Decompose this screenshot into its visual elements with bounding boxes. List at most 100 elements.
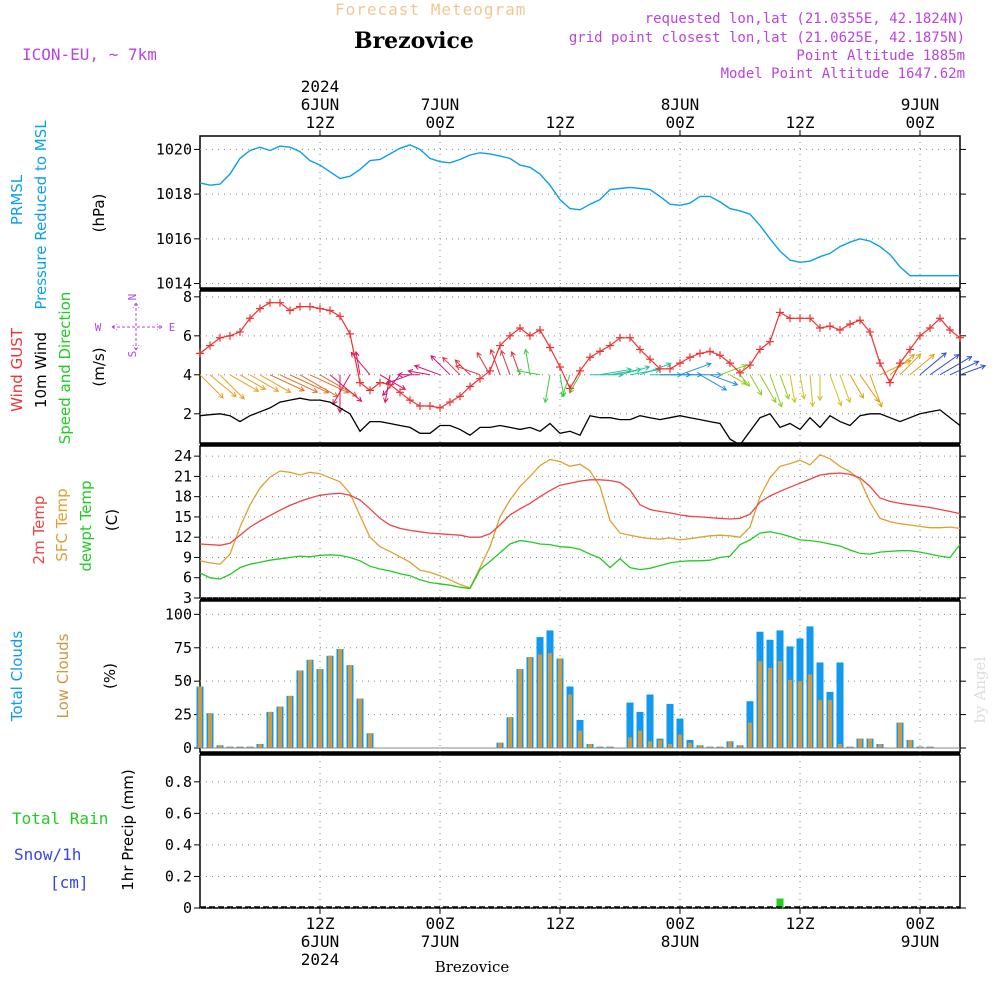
low-cloud-bar <box>278 706 282 748</box>
wind-vector-head <box>744 381 751 387</box>
y-tick-label: 6 <box>183 569 192 587</box>
wind-gust-point <box>796 314 804 323</box>
low-cloud-bar <box>728 741 732 748</box>
total-cloud-bar <box>636 711 644 748</box>
y-tick-label: 6 <box>183 327 192 345</box>
wind-vector <box>329 374 362 402</box>
y-tick-label: 3 <box>183 589 192 607</box>
low-cloud-bar <box>838 743 842 748</box>
wind-vector-head <box>941 352 947 358</box>
total-cloud-bar <box>626 702 634 748</box>
wind-vector <box>209 374 237 398</box>
y-tick-label: 24 <box>174 447 192 465</box>
wind-vector-head <box>929 353 936 360</box>
wind-vector <box>384 374 391 403</box>
low-cloud-bar <box>548 653 552 748</box>
wind-vector <box>939 356 972 376</box>
low-cloud-bar <box>858 738 862 748</box>
wind-vector <box>561 374 571 397</box>
wind-vector-head <box>560 391 567 398</box>
pressure-label: PRMSL <box>8 174 26 225</box>
wind-gust-point <box>816 324 824 333</box>
wind-vector <box>759 374 777 403</box>
total-cloud-bar <box>646 694 654 748</box>
wind-gust-point <box>626 333 634 342</box>
y-tick-label: 21 <box>174 467 192 485</box>
wind-vector-head <box>966 356 973 362</box>
wind-vector <box>639 363 671 376</box>
wind-vector-head <box>382 390 388 397</box>
wind-vector-head <box>665 362 672 368</box>
bottom-time-label: 12Z <box>306 914 335 933</box>
wind-vector-head <box>442 356 448 363</box>
low-cloud-bar <box>358 698 362 748</box>
bottom-time-label: 12Z <box>786 914 815 933</box>
wind-vector <box>949 360 979 376</box>
wind-vector-head <box>809 401 816 408</box>
wind-vector-head <box>800 393 807 400</box>
wind-gust-point <box>306 302 314 311</box>
wind-gust-point <box>776 308 784 317</box>
wind-gust-point <box>646 355 654 364</box>
bottom-time-label: 00Z <box>666 914 695 933</box>
dewpt-label: dewpt Temp <box>77 480 95 571</box>
y-tick-label: 100 <box>165 605 192 623</box>
wind-vector <box>799 374 805 399</box>
wind-vector-head <box>454 359 461 366</box>
model-label: ICON-EU, ~ 7km <box>22 45 157 64</box>
wind-vector <box>269 374 305 392</box>
wind-vector <box>525 349 531 375</box>
y-tick-label: 8 <box>183 288 192 306</box>
wind-vector-head <box>476 351 482 358</box>
wind-gust-point <box>756 345 764 354</box>
compass-rose-icon <box>111 302 163 351</box>
watermark: by Angel <box>971 656 989 723</box>
wind-vector <box>679 363 711 376</box>
wind-gust-point <box>636 345 644 354</box>
low-cloud-bar <box>608 746 612 748</box>
low-cloud-bar <box>808 674 812 748</box>
wind-gust-point <box>286 306 294 315</box>
wind-vector-head <box>740 379 747 385</box>
wind-vector <box>809 374 814 407</box>
low-cloud-bar <box>328 655 332 748</box>
wind-gust-point <box>656 364 664 373</box>
wind-vector-head <box>716 371 723 378</box>
y-tick-label: 18 <box>174 488 192 506</box>
low-cloud-bar <box>878 743 882 748</box>
low-cloud-bar <box>348 665 352 748</box>
y-tick-label: 4 <box>183 366 192 384</box>
y-tick-label: 25 <box>174 706 192 724</box>
wind-vector-head <box>771 397 777 404</box>
low-cloud-bar <box>698 745 702 748</box>
wind-gust-point <box>346 329 354 338</box>
wind-vector <box>355 351 361 375</box>
snow-unit-legend: [cm] <box>50 873 89 892</box>
wind-vector-head <box>413 364 420 370</box>
sfctemp-label: SFC Temp <box>53 488 71 561</box>
y-tick-label: 50 <box>174 672 192 690</box>
wind-gust-point <box>696 349 704 358</box>
wind-gust-point <box>896 359 904 368</box>
total-cloud-bar <box>666 703 674 748</box>
wind-gust-point <box>576 366 584 375</box>
pressure-line <box>199 144 960 277</box>
location-title: Brezovice <box>354 28 474 54</box>
wind-vector <box>749 374 763 396</box>
wind-vector <box>430 355 451 376</box>
pressure-label-long: Pressure Reduced to MSL <box>32 120 50 310</box>
low-cloud-bar <box>518 669 522 748</box>
rain-bar <box>776 898 784 908</box>
low-cloud-bar <box>898 722 902 748</box>
low-cloud-bar <box>708 746 712 748</box>
wind-gust-point <box>906 345 914 354</box>
y-tick-label: 1018 <box>156 185 192 203</box>
wind-vector-head <box>218 393 224 399</box>
low-cloud-bar <box>198 686 202 748</box>
wind-vector-head <box>858 392 864 399</box>
bottom-time-label: 6JUN <box>301 932 340 951</box>
top-time-label: 8JUN <box>661 95 700 114</box>
wind-vector-head <box>877 401 883 408</box>
top-time-label: 12Z <box>306 113 335 132</box>
